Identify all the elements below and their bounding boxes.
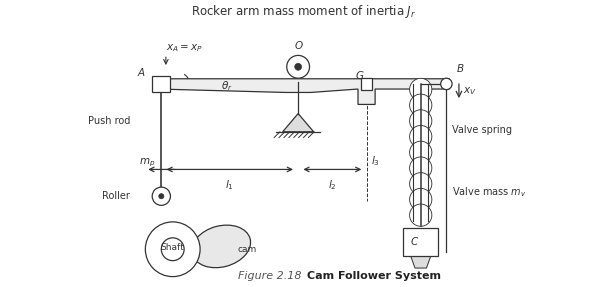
Bar (361, 78, 372, 90)
Polygon shape (283, 114, 314, 132)
Circle shape (409, 173, 432, 195)
Circle shape (161, 238, 184, 261)
Text: Cam Follower System: Cam Follower System (306, 271, 441, 281)
Text: Valve mass $m_v$: Valve mass $m_v$ (452, 185, 526, 199)
Text: Push rod: Push rod (87, 116, 130, 126)
Bar (403, 228, 438, 255)
Circle shape (409, 141, 432, 163)
Text: G: G (356, 71, 364, 81)
Circle shape (409, 188, 432, 211)
Text: Shaft: Shaft (161, 243, 185, 252)
Circle shape (159, 194, 164, 199)
Text: $\theta_r$: $\theta_r$ (221, 79, 233, 92)
Ellipse shape (192, 225, 250, 268)
Text: Roller: Roller (102, 191, 130, 201)
Circle shape (409, 94, 432, 116)
Bar (152, 76, 170, 92)
Text: $x_V$: $x_V$ (464, 86, 477, 97)
Text: B: B (457, 64, 464, 74)
Text: $l_3$: $l_3$ (371, 154, 380, 168)
Text: Valve spring: Valve spring (452, 125, 512, 135)
Text: Figure 2.18: Figure 2.18 (238, 271, 301, 281)
Text: $l_2$: $l_2$ (328, 179, 337, 192)
Text: $l_1$: $l_1$ (225, 179, 234, 192)
Circle shape (295, 63, 302, 70)
Text: cam: cam (237, 245, 256, 254)
Circle shape (152, 187, 170, 205)
Circle shape (409, 125, 432, 148)
Circle shape (441, 78, 452, 90)
Circle shape (409, 204, 432, 226)
Text: Rocker arm mass moment of inertia $J_r$: Rocker arm mass moment of inertia $J_r$ (191, 3, 417, 20)
Text: $x_A = x_P$: $x_A = x_P$ (166, 42, 203, 54)
Text: $m_p$: $m_p$ (139, 156, 155, 169)
Circle shape (145, 222, 200, 277)
Text: O: O (294, 41, 302, 51)
Text: A: A (137, 68, 144, 78)
Circle shape (409, 78, 432, 100)
Polygon shape (411, 255, 431, 268)
Polygon shape (158, 79, 449, 104)
Circle shape (287, 55, 309, 78)
Text: C: C (410, 237, 418, 247)
Circle shape (409, 157, 432, 179)
Circle shape (409, 110, 432, 132)
